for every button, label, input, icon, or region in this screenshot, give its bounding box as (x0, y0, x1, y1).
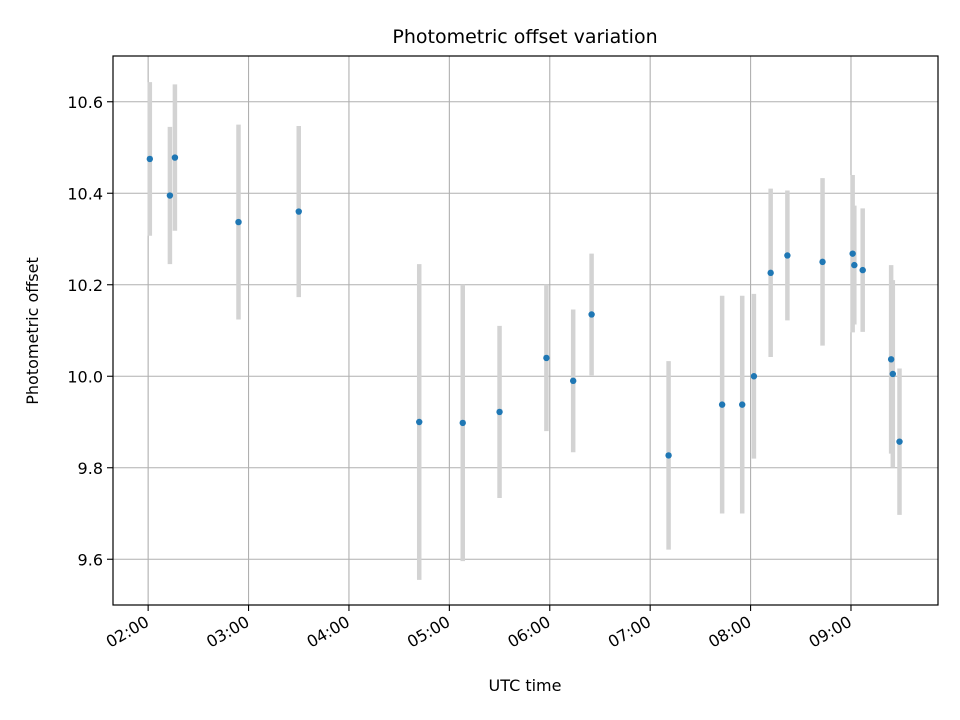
y-tick-label: 10.2 (67, 276, 103, 295)
data-point (859, 266, 866, 274)
y-tick-label: 9.6 (78, 550, 103, 569)
y-axis-ticks: 9.6 9.8 10.0 10.2 10.4 10.6 (67, 93, 113, 569)
y-tick-label: 10.6 (67, 93, 103, 112)
grid (113, 56, 938, 605)
y-tick-label: 9.8 (78, 459, 103, 478)
y-tick-label: 10.0 (67, 367, 103, 386)
data-point (235, 218, 242, 226)
data-point (569, 377, 577, 385)
data-point (665, 452, 672, 459)
data-point (543, 354, 550, 362)
y-tick-label: 10.4 (67, 184, 103, 203)
chart-title: Photometric offset variation (392, 26, 657, 48)
data-point (767, 269, 774, 277)
data-point (784, 252, 791, 259)
data-point (416, 418, 423, 426)
x-axis-label: UTC time (489, 676, 562, 695)
data-point (887, 356, 895, 363)
data-point (896, 438, 903, 445)
data-point (588, 311, 595, 318)
data-point (718, 401, 726, 408)
data-point (849, 250, 856, 257)
data-point (739, 401, 746, 408)
data-point (171, 154, 179, 161)
data-point (889, 370, 897, 378)
y-axis-label: Photometric offset (23, 257, 42, 405)
data-point (819, 258, 826, 266)
data-point (295, 208, 302, 215)
data-point (146, 155, 154, 163)
data-points (146, 154, 903, 459)
data-point (496, 408, 503, 416)
data-point (459, 419, 466, 427)
plot-frame (112, 55, 939, 606)
data-point (851, 261, 858, 269)
data-point (750, 373, 758, 380)
data-point (166, 192, 174, 199)
